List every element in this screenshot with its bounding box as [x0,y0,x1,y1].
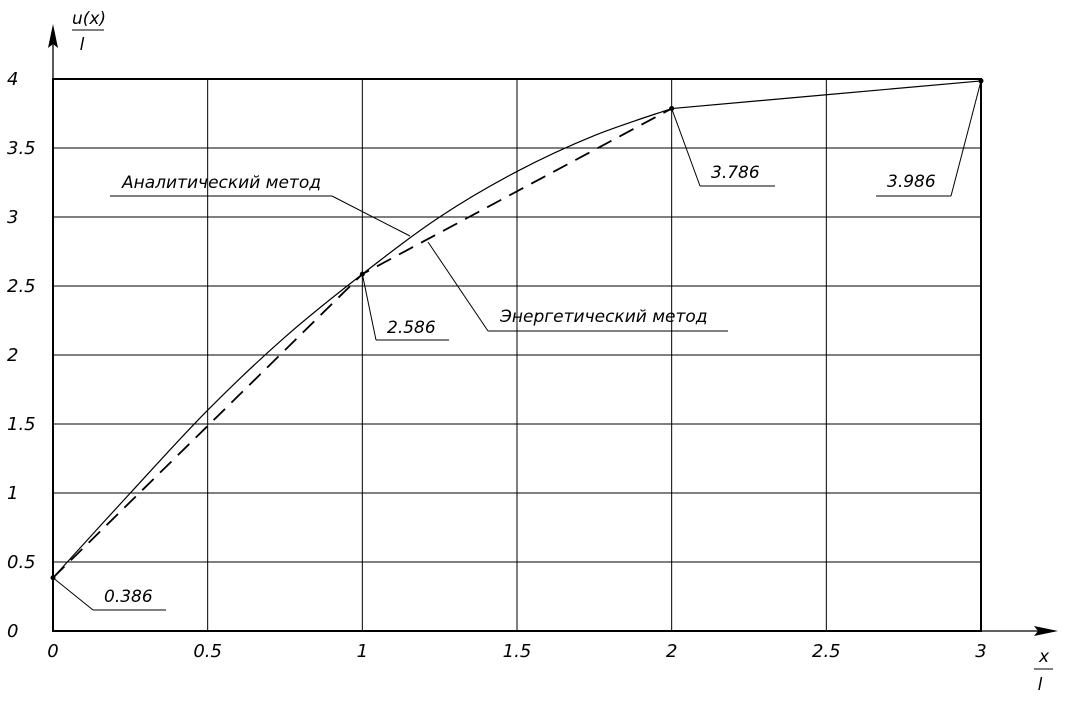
x-tick-label: 0 [47,641,58,662]
y-tick-label: 4 [7,69,18,90]
y-tick-label: 1.5 [7,414,36,435]
axes [48,24,1058,636]
x-axis-arrow-icon [1034,626,1058,636]
annotation-leader [361,274,377,341]
series-label-leader-energy [427,241,489,332]
labels: 0 0.5 1 1.5 2 2.5 300.511.522.533.54u(x)lxl [7,9,1053,695]
value-annotation: 3.986 [887,172,936,192]
y-tick-label: 3.5 [7,138,36,159]
annotations: 0.386 2.586 3.786 3.986 Аналитический метод Э… [52,80,982,611]
y-tick-label: 2.5 [7,276,36,297]
y-tick-label: 2 [7,345,18,366]
annotation-leader [52,577,94,611]
value-annotation: 0.386 [104,587,153,607]
value-annotation: 2.586 [387,318,436,338]
series-label-energy: Энергетический метод [499,307,708,327]
y-tick-label: 0 [7,621,18,642]
x-tick-label: 1 [357,641,368,662]
y-tick-label: 0.5 [7,552,36,573]
series-label-leader-analytic [331,195,411,237]
x-tick-label: 1.5 [503,641,532,662]
y-axis-title-numerator: u(x) [72,9,106,29]
grid [52,78,982,632]
x-axis-title-denominator: l [1038,675,1043,695]
x-tick-label: 3 [975,641,986,662]
y-tick-label: 1 [7,483,18,504]
y-tick-label: 3 [7,207,18,228]
y-axis-arrow-icon [48,24,58,48]
x-axis-title-numerator: x [1038,647,1050,667]
value-annotation: 3.786 [711,163,760,183]
series-label-analytic: Аналитический метод [121,173,321,193]
x-tick-label: 2.5 [812,641,841,662]
x-tick-label: 0.5 [193,641,222,662]
annotation-leader [671,108,701,187]
x-tick-label: 2 [666,641,677,662]
annotation-leader [950,80,982,197]
y-axis-title-denominator: l [80,35,85,55]
